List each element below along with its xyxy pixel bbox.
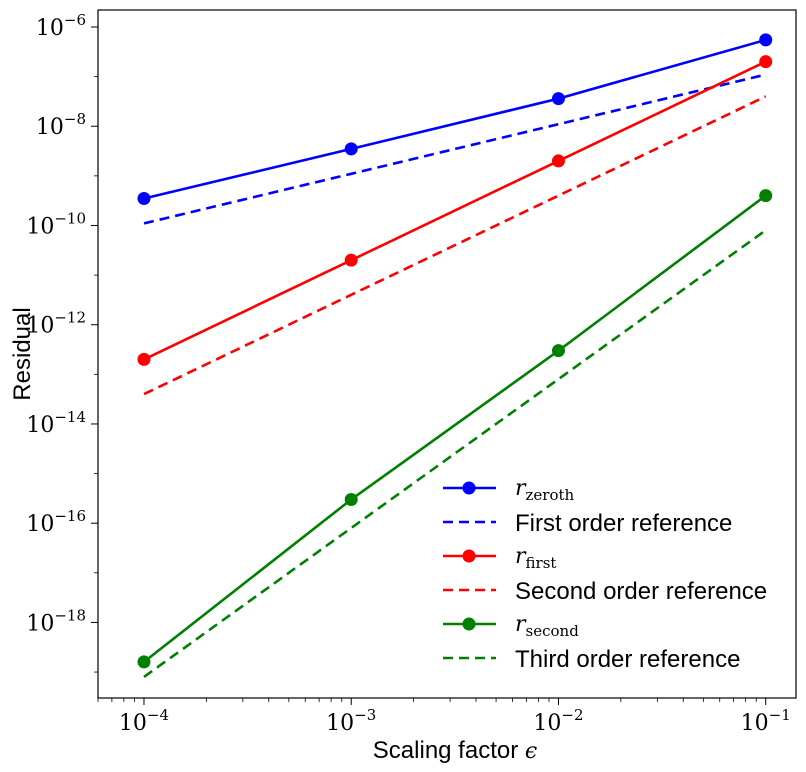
legend-label-third-order-reference: Third order reference xyxy=(515,646,740,673)
x-tick-label: 10−3 xyxy=(326,706,376,736)
data-point-r-zeroth xyxy=(344,142,358,156)
legend-label-r-zeroth: rzeroth xyxy=(515,476,575,504)
y-axis-title: Residual xyxy=(9,307,36,400)
axis-ticks: 10−4 10−3 10−2 10−1 10−6 10−8 10−10 10−12 10−14 1… xyxy=(26,11,790,736)
y-tick-label: 10−10 xyxy=(26,209,86,239)
legend-label-r-second: rsecond xyxy=(515,612,579,640)
legend-marker-r-zeroth xyxy=(462,481,476,495)
x-axis-title: Scaling factor ϵ xyxy=(373,737,537,764)
x-axis-title-symbol: ϵ xyxy=(525,739,537,764)
data-series xyxy=(137,33,773,678)
data-point-r-second xyxy=(759,189,773,203)
series-line-r-zeroth xyxy=(143,38,767,200)
legend: rzeroth First order reference rfirst Second… xyxy=(443,476,767,673)
series-line-r-second xyxy=(143,194,767,663)
x-tick-label: 10−4 xyxy=(119,706,169,736)
data-point-r-zeroth xyxy=(759,33,773,47)
series-line-third-order-reference xyxy=(143,229,767,678)
y-tick-label: 10−12 xyxy=(26,309,86,339)
y-tick-label: 10−16 xyxy=(26,507,86,537)
x-axis-title-text: Scaling factor xyxy=(373,737,518,764)
series-line-second-order-reference xyxy=(143,95,767,396)
legend-label-second-order-reference: Second order reference xyxy=(515,578,767,605)
x-tick-label: 10−2 xyxy=(533,706,583,736)
y-tick-label: 10−14 xyxy=(26,408,86,438)
x-tick-label: 10−1 xyxy=(741,706,791,736)
legend-marker-r-first xyxy=(462,549,476,563)
data-point-r-first xyxy=(344,253,358,267)
legend-marker-r-second xyxy=(462,617,476,631)
data-point-r-second xyxy=(551,344,565,358)
y-tick-label: 10−18 xyxy=(26,606,86,636)
legend-label-r-first: rfirst xyxy=(515,544,556,572)
data-point-r-first xyxy=(759,55,773,69)
series-line-r-first xyxy=(143,60,767,361)
data-point-r-zeroth xyxy=(137,191,151,205)
plot-frame xyxy=(97,9,797,699)
data-point-r-second xyxy=(344,493,358,507)
data-point-r-first xyxy=(137,352,151,366)
y-tick-label: 10−6 xyxy=(36,11,86,41)
series-line-first-order-reference xyxy=(143,73,767,225)
legend-label-first-order-reference: First order reference xyxy=(515,510,732,537)
y-tick-label: 10−8 xyxy=(36,110,86,140)
data-point-r-second xyxy=(137,655,151,669)
data-point-r-zeroth xyxy=(551,92,565,106)
data-point-r-first xyxy=(551,154,565,168)
